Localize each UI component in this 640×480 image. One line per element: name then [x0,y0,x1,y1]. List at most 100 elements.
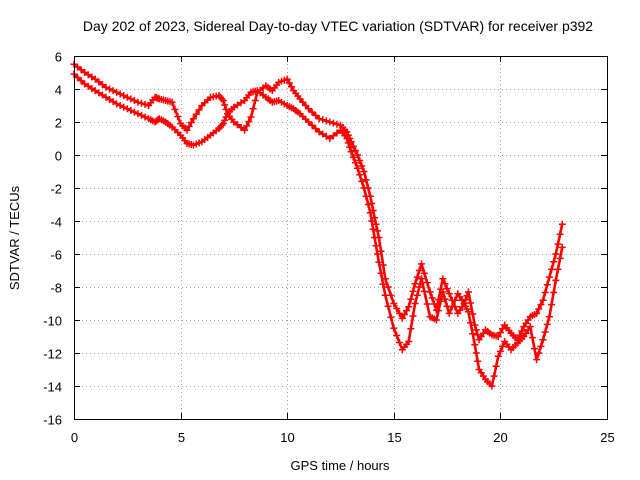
data-point-marker [91,75,99,83]
series-line [72,72,564,388]
data-point-marker [526,323,534,331]
data-point-marker [558,243,566,251]
data-point-marker [467,299,475,307]
data-point-marker [558,220,566,228]
series-trace-upper [70,60,566,344]
data-point-marker [543,320,551,328]
data-point-marker [464,288,472,296]
data-point-marker [373,250,381,258]
data-point-marker [127,106,135,114]
data-point-marker [403,307,411,315]
data-point-marker [74,63,82,71]
data-point-marker [528,334,536,342]
chart-title: Day 202 of 2023, Sidereal Day-to-day VTE… [83,18,593,34]
data-point-marker [77,66,85,74]
data-point-marker [329,119,337,127]
data-point-marker [95,78,103,86]
series-trace-lower [70,70,566,390]
data-point-marker [445,290,453,298]
data-point-marker [494,333,502,340]
data-point-marker [387,313,395,321]
data-point-marker [138,111,146,119]
data-point-marker [377,269,385,277]
data-point-marker [518,327,526,335]
data-point-marker [91,87,99,95]
y-tick-label: 6 [55,50,62,65]
data-point-marker [413,273,421,281]
data-point-marker [106,85,114,93]
data-point-marker [237,99,245,107]
grid-lines [74,56,607,419]
data-point-marker [241,126,249,134]
x-tick-label: 20 [493,430,507,445]
data-point-marker [81,80,89,88]
data-point-marker [354,164,362,172]
data-point-marker [415,267,423,274]
data-point-marker [183,126,191,134]
data-point-marker [322,117,330,125]
data-point-marker [407,325,415,333]
data-point-marker [471,341,479,349]
data-point-marker [423,279,431,287]
data-point-marker [362,192,370,200]
y-axis-label: SDTVAR / TECUs [7,185,22,290]
data-point-marker [439,288,447,296]
data-point-marker [219,97,227,105]
data-point-marker [379,261,387,269]
data-point-marker [243,122,251,130]
data-point-marker [445,309,453,317]
x-tick-label: 15 [387,430,401,445]
data-point-marker [120,103,128,111]
data-point-marker [305,118,313,126]
data-point-marker [371,234,379,241]
data-point-marker [102,93,110,101]
data-point-marker [405,303,413,311]
data-point-marker [81,69,89,76]
data-point-marker [221,101,229,109]
data-point-marker [472,349,480,357]
data-point-marker [384,302,392,310]
data-point-marker [545,273,553,281]
data-point-marker [541,328,549,336]
data-point-marker [418,260,426,268]
data-point-marker [251,97,259,105]
data-point-marker [411,280,419,288]
data-point-marker [123,105,131,113]
data-point-marker [189,115,197,123]
data-point-marker [552,250,560,258]
data-point-marker [415,283,423,291]
data-point-marker [395,339,403,347]
data-point-marker [381,291,389,299]
data-point-marker [319,130,327,138]
data-point-marker [168,98,176,106]
data-point-marker [471,321,479,329]
data-point-marker [187,119,195,127]
data-point-marker [287,83,295,91]
plot-frame [74,56,608,420]
x-tick-label: 0 [71,430,78,445]
data-point-marker [556,230,564,238]
data-point-marker [377,247,385,255]
data-point-marker [552,276,560,284]
data-point-marker [113,88,121,96]
data-point-marker [174,113,182,120]
data-point-marker [372,242,380,250]
data-point-marker [356,157,364,164]
data-point-marker [362,176,370,184]
data-point-marker [305,105,313,113]
data-point-marker [247,113,255,121]
data-point-marker [463,292,471,300]
data-point-marker [405,337,413,345]
data-point-marker [74,73,82,81]
data-point-marker [308,108,316,116]
data-point-marker [130,97,138,105]
data-point-marker [496,347,504,355]
data-point-marker [428,294,436,302]
data-point-marker [420,287,428,295]
data-point-marker [130,108,138,116]
data-point-marker [432,316,440,324]
data-point-marker [84,71,92,79]
data-point-marker [192,110,200,118]
data-point-marker [545,313,553,321]
